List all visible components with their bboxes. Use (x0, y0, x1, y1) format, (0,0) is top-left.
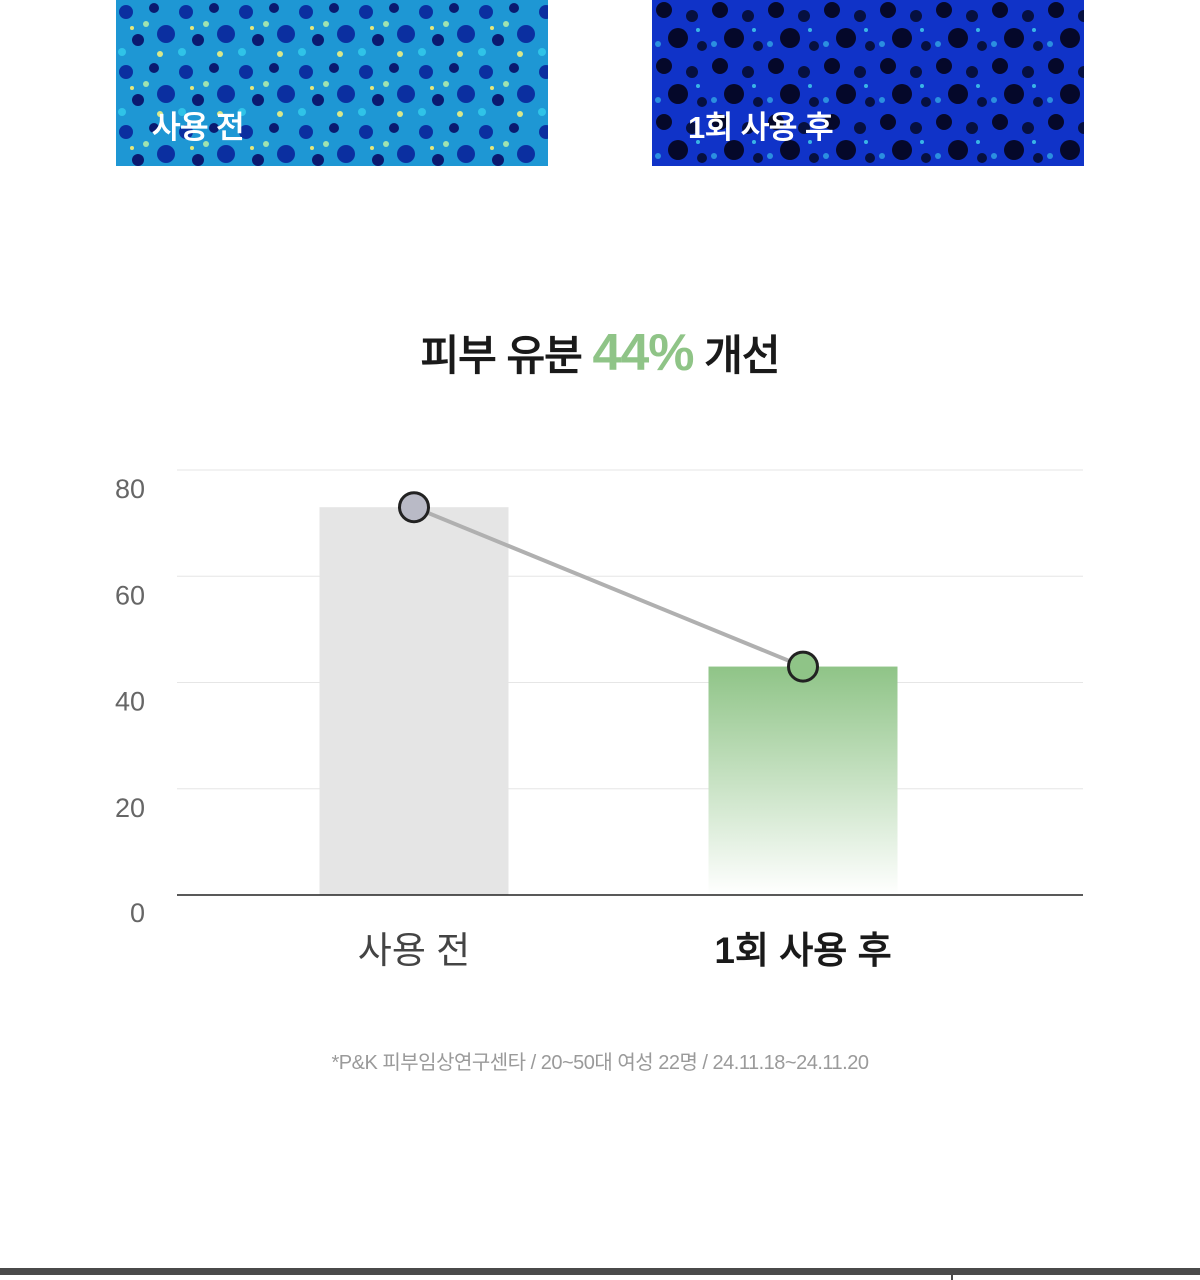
x-axis-labels: 사용 전 1회 사용 후 (358, 930, 892, 971)
bar-after (708, 666, 898, 895)
y-tick-label: 80 (115, 474, 145, 504)
chart-title: 피부 유분 44% 개선 (0, 322, 1200, 383)
before-skin-image: 사용 전 (116, 0, 548, 166)
x-tick-label: 사용 전 (358, 930, 470, 971)
bottom-divider (0, 1268, 1200, 1275)
title-highlight: 44% (592, 324, 694, 382)
trend-line (413, 505, 804, 669)
footnote: *P&K 피부임상연구센타 / 20~50대 여성 22명 / 24.11.18… (331, 1052, 869, 1074)
bars (319, 507, 898, 895)
title-suffix: 개선 (704, 332, 780, 379)
x-tick-label: 1회 사용 후 (714, 930, 891, 971)
bottom-divider-tick (951, 1275, 953, 1280)
after-skin-image: 1회 사용 후 (652, 0, 1084, 166)
before-image-label: 사용 전 (152, 110, 245, 145)
before-skin-texture (116, 0, 548, 166)
data-point-before (398, 491, 430, 524)
y-tick-label: 60 (115, 580, 145, 610)
bar-before (319, 507, 509, 895)
y-axis-ticks: 0 20 40 60 80 (115, 474, 145, 928)
after-skin-texture (652, 0, 1084, 166)
title-prefix: 피부 유분 (420, 332, 583, 379)
trend-line-group (398, 491, 819, 683)
y-tick-label: 20 (115, 793, 145, 823)
oil-improvement-chart: 0 20 40 60 80 사용 전 1회 사용 후 (115, 469, 1083, 971)
y-tick-label: 40 (115, 687, 145, 717)
grid-lines (177, 469, 1083, 790)
y-tick-label: 0 (130, 898, 145, 928)
data-point-after (787, 650, 819, 683)
after-image-label: 1회 사용 후 (688, 110, 834, 145)
